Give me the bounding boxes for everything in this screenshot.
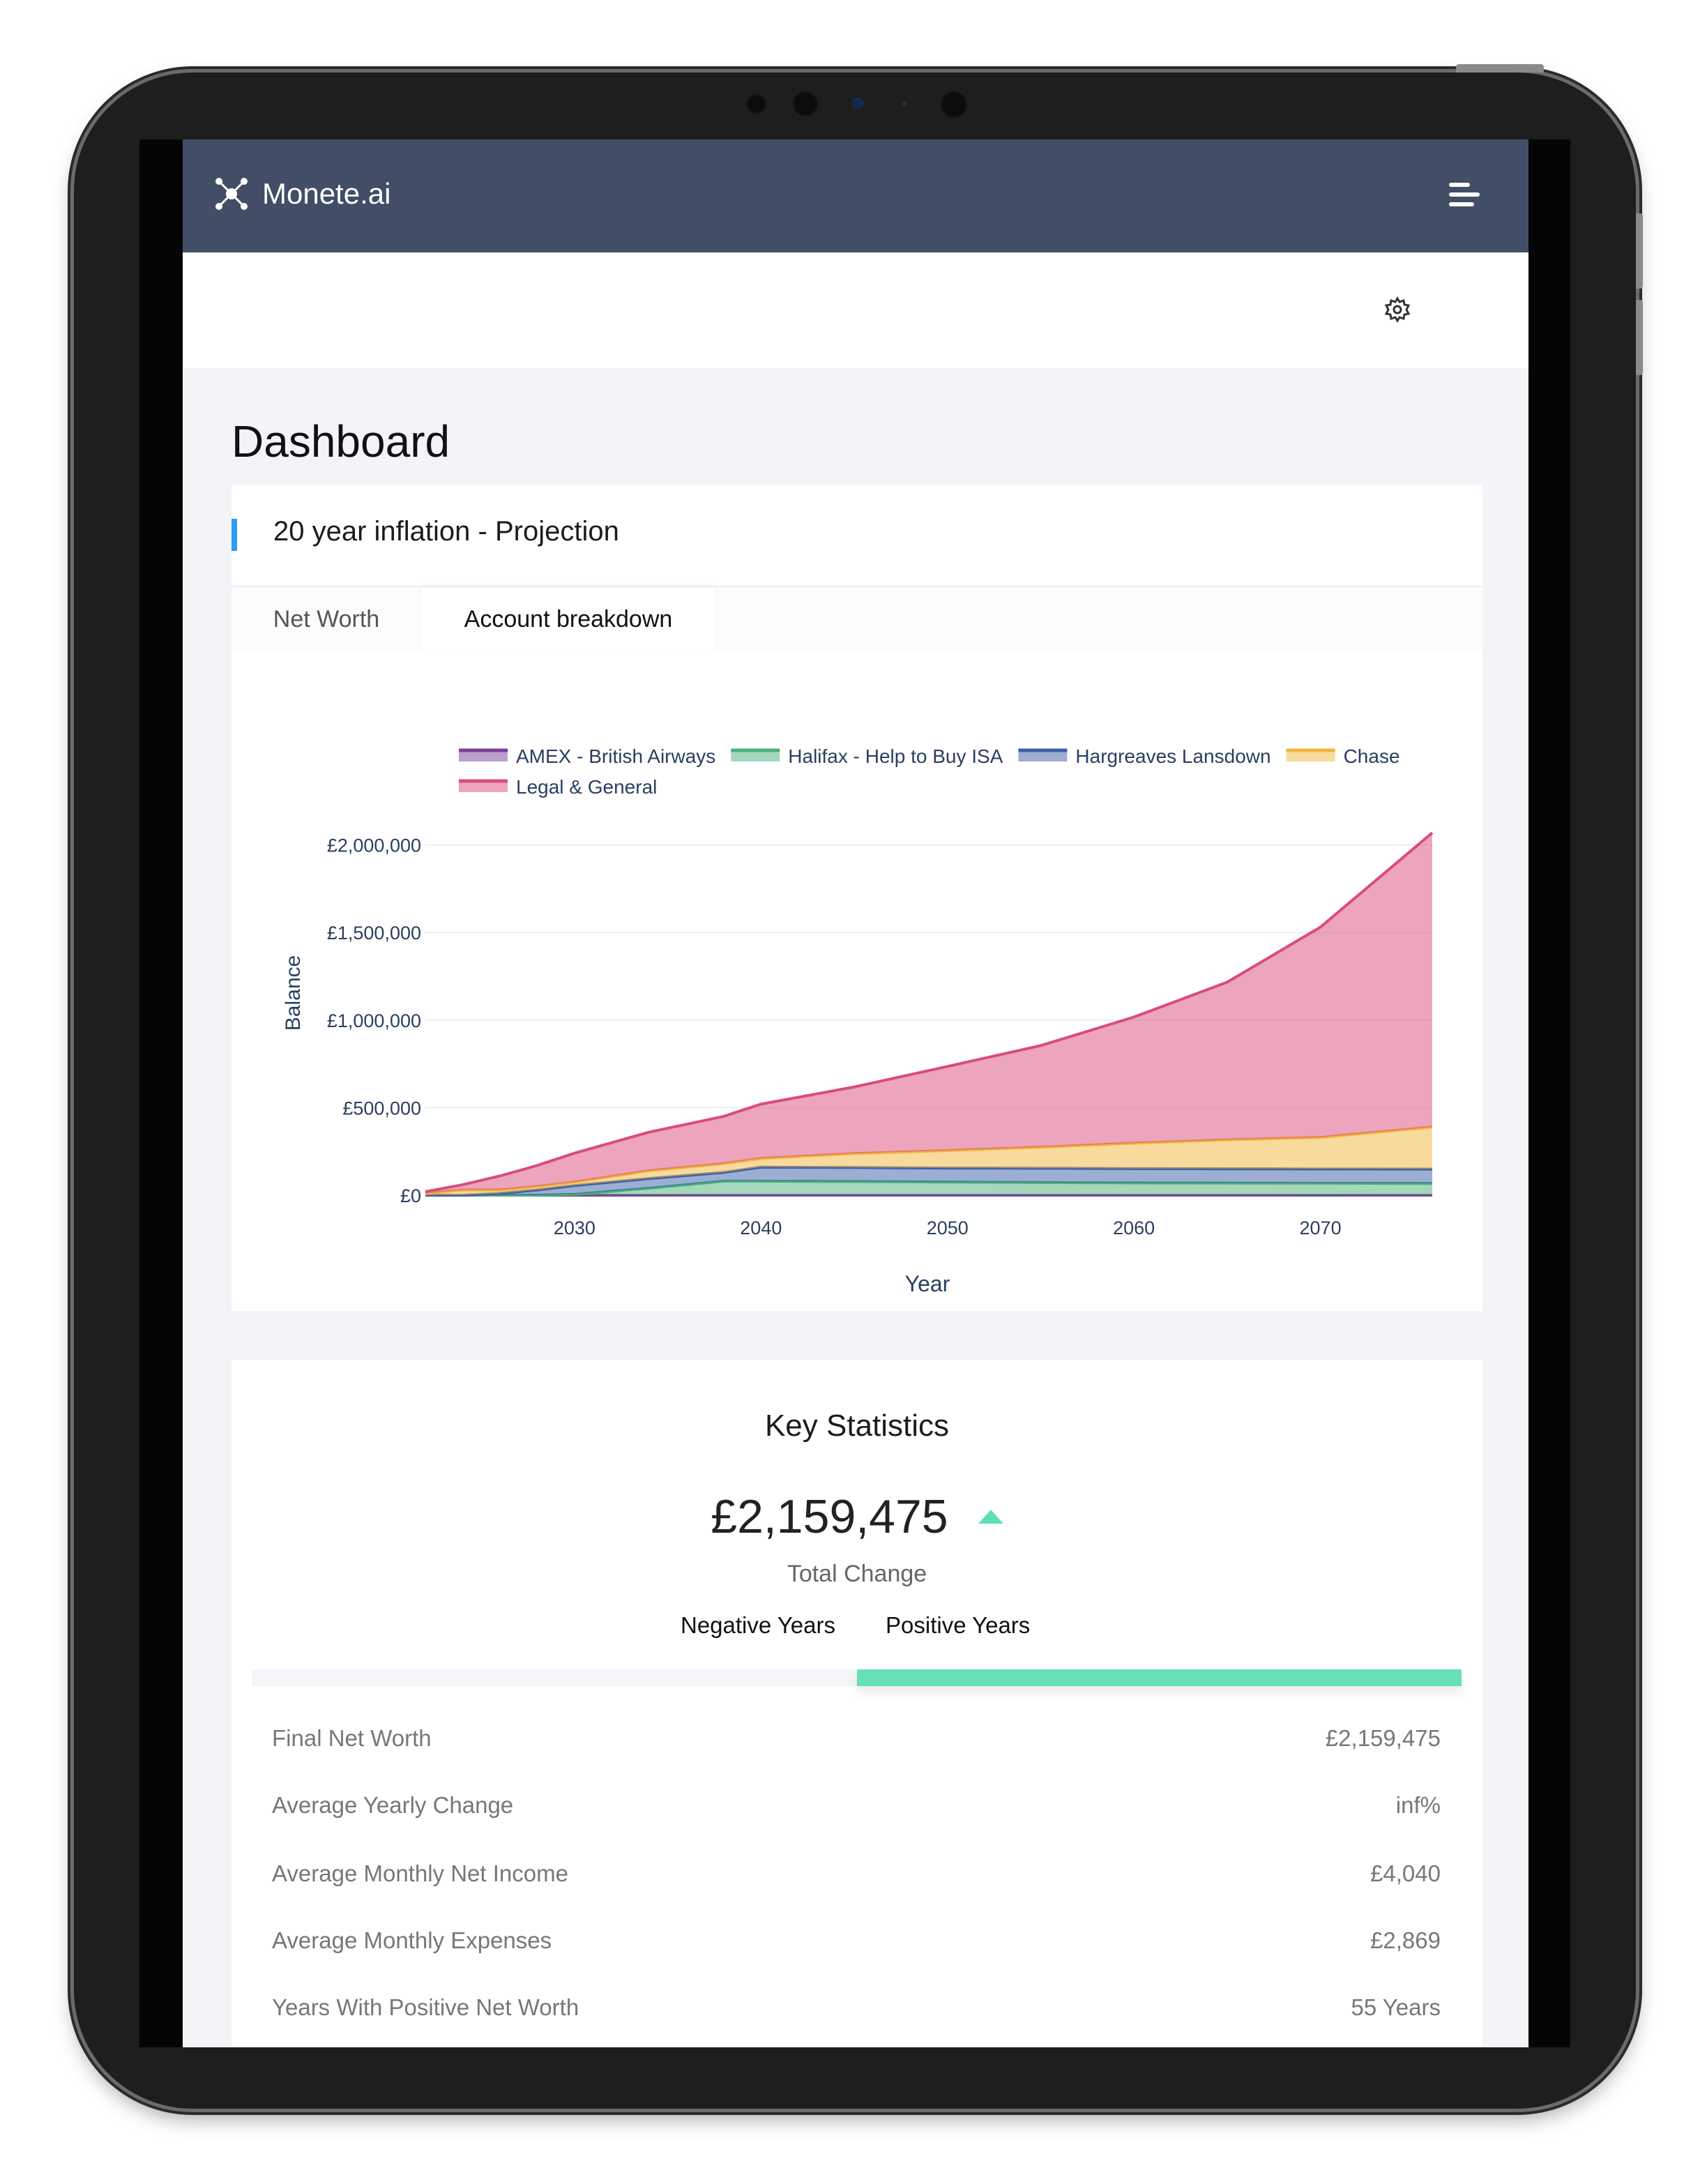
stat-value: inf% — [1395, 1792, 1441, 1818]
projection-title: 20 year inflation - Projection — [273, 516, 619, 547]
card-header: 20 year inflation - Projection — [232, 485, 1482, 587]
positive-years-label[interactable]: Positive Years — [886, 1612, 1031, 1638]
tab-account-breakdown[interactable]: Account breakdown — [421, 587, 715, 651]
x-tick-label: 2070 — [1300, 1218, 1342, 1238]
projection-card: 20 year inflation - Projection Net Worth… — [232, 485, 1482, 1311]
y-tick-label: £1,500,000 — [327, 923, 421, 943]
area-legal-general[interactable] — [425, 833, 1432, 1194]
legend-item[interactable]: AMEX - British Airways — [459, 745, 715, 767]
stats-title: Key Statistics — [764, 1409, 950, 1443]
sensor-dot — [792, 91, 819, 117]
area-halifax-help-to-buy-isa[interactable] — [425, 1181, 1432, 1195]
area-chase[interactable] — [425, 1127, 1432, 1195]
stat-row: Years With Positive Net Worth 55 Years — [272, 1994, 1441, 2036]
camera-lens — [852, 98, 863, 109]
app-screen: Monete.ai Dashboard 20 year inflation - … — [183, 139, 1528, 2047]
volume-up-button — [1636, 213, 1643, 289]
chart-legend: AMEX - British Airways Halifax - Help to … — [459, 745, 1400, 798]
stat-value: £4,040 — [1370, 1860, 1441, 1886]
y-tick-label: £2,000,000 — [327, 835, 421, 856]
legend-swatch — [1018, 750, 1068, 761]
x-axis-label: Year — [905, 1271, 950, 1296]
x-tick-label: 2030 — [554, 1218, 595, 1238]
stat-label: Average Monthly Net Income — [272, 1860, 568, 1886]
sensor-dot — [746, 93, 767, 114]
stat-label: Average Yearly Change — [272, 1792, 514, 1818]
positive-years-bar — [857, 1669, 1462, 1686]
legend-label: Legal & General — [516, 776, 657, 798]
legend-item[interactable]: Chase — [1286, 745, 1400, 767]
sensor-dot — [940, 91, 968, 119]
key-statistics-card: Key Statistics £2,159,475 Total Change N… — [232, 1360, 1482, 2047]
stat-row: Average Yearly Change inf% — [272, 1792, 1441, 1834]
page-title: Dashboard — [232, 416, 450, 467]
brand[interactable]: Monete.ai — [213, 176, 390, 212]
legend-swatch — [731, 750, 780, 761]
gear-icon[interactable] — [1383, 296, 1411, 324]
stat-label: Average Monthly Expenses — [272, 1927, 552, 1953]
stat-label: Years With Positive Net Worth — [272, 1994, 579, 2020]
total-change-label: Total Change — [787, 1561, 927, 1587]
x-axis-ticks: 2030 2040 2050 2060 2070 — [554, 1218, 1342, 1238]
legend-item[interactable]: Hargreaves Lansdown — [1018, 745, 1271, 767]
y-tick-label: £1,000,000 — [327, 1010, 421, 1031]
stat-value: £2,869 — [1370, 1927, 1441, 1953]
molecule-logo-icon — [215, 178, 248, 210]
x-tick-label: 2040 — [740, 1218, 782, 1238]
accent-bar — [232, 519, 237, 551]
brand-name: Monete.ai — [262, 177, 391, 210]
area-hargreaves-lansdown[interactable] — [425, 1167, 1432, 1195]
y-axis-ticks: £0 £500,000 £1,000,000 £1,500,000 £2,000,000 — [327, 835, 421, 1206]
legend-item[interactable]: Halifax - Help to Buy ISA — [731, 745, 1003, 767]
negative-years-label[interactable]: Negative Years — [681, 1612, 835, 1638]
stat-row: Final Net Worth £2,159,475 — [272, 1725, 1441, 1767]
sensor-dot — [902, 102, 906, 106]
top-navbar: Monete.ai — [183, 139, 1528, 252]
toolbar — [183, 252, 1528, 368]
total-change-value: £2,159,475 — [711, 1490, 948, 1543]
trend-up-icon — [978, 1510, 1003, 1524]
y-tick-label: £0 — [400, 1185, 421, 1206]
legend-item[interactable]: Legal & General — [459, 776, 657, 798]
legend-swatch — [1286, 750, 1335, 761]
stat-value: £2,159,475 — [1325, 1725, 1441, 1751]
chart-areas — [425, 831, 1434, 1197]
y-tick-label: £500,000 — [342, 1098, 421, 1118]
x-tick-label: 2060 — [1113, 1218, 1155, 1238]
stat-row: Average Monthly Net Income £4,040 — [272, 1860, 1441, 1902]
legend-label: AMEX - British Airways — [516, 745, 715, 767]
power-button — [1456, 64, 1544, 73]
volume-down-button — [1636, 300, 1643, 375]
x-tick-label: 2050 — [927, 1218, 969, 1238]
legend-label: Chase — [1344, 745, 1400, 767]
legend-swatch — [459, 750, 508, 761]
y-axis-label: Balance — [282, 955, 305, 1031]
stat-label: Final Net Worth — [272, 1725, 432, 1751]
stat-value: 55 Years — [1351, 1994, 1441, 2020]
legend-label: Hargreaves Lansdown — [1075, 745, 1270, 767]
tab-net-worth[interactable]: Net Worth — [273, 606, 380, 632]
hamburger-menu-icon[interactable] — [1449, 183, 1480, 208]
total-change-row: £2,159,475 — [232, 1489, 1482, 1544]
projection-tabs: Net Worth Account breakdown — [232, 587, 1482, 651]
legend-swatch — [459, 781, 508, 792]
line-legal-general — [425, 831, 1434, 1193]
account-breakdown-chart[interactable]: £0 £500,000 £1,000,000 £1,500,000 £2,000,000… — [232, 651, 1482, 1311]
legend-label: Halifax - Help to Buy ISA — [788, 745, 1003, 767]
stat-row: Average Monthly Expenses £2,869 — [272, 1927, 1441, 1969]
